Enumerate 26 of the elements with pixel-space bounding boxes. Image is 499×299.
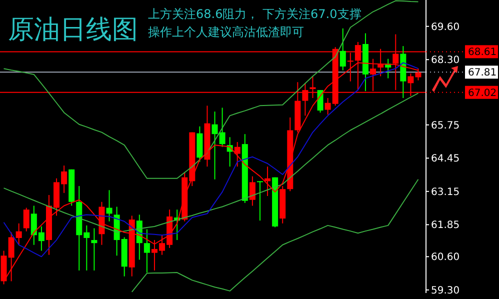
y-tick-label: 60.60 bbox=[431, 252, 460, 264]
candlestick bbox=[23, 207, 30, 232]
y-tick-label: 69.60 bbox=[431, 22, 460, 33]
ref-line-label: 68.61 bbox=[468, 47, 497, 58]
candlestick bbox=[256, 180, 263, 222]
candlestick bbox=[340, 28, 346, 71]
candlestick bbox=[16, 222, 22, 246]
ref-line-label: 67.81 bbox=[468, 68, 497, 79]
line-series bbox=[3, 0, 419, 179]
annotation: 上方关注68.6阻力， 下方关注67.0支撑 bbox=[148, 7, 362, 21]
annotation: 操作上个人建议高沽低渣即可 bbox=[148, 25, 304, 39]
y-tick-label: 63.15 bbox=[431, 186, 460, 198]
y-tick-label: 65.75 bbox=[431, 120, 460, 132]
candlestick bbox=[91, 228, 98, 271]
y-tick-label: 61.85 bbox=[431, 220, 460, 232]
candlestick bbox=[249, 176, 256, 206]
candlestick bbox=[106, 190, 112, 222]
y-tick-label: 59.30 bbox=[431, 285, 460, 296]
candlestick bbox=[144, 228, 150, 274]
candlestick bbox=[234, 142, 240, 168]
ref-line-label: 67.02 bbox=[468, 88, 497, 99]
candlestick bbox=[317, 90, 324, 114]
y-tick-label: 68.30 bbox=[431, 55, 460, 66]
text: 原油日线图 bbox=[8, 15, 138, 45]
y-tick-label: 64.45 bbox=[431, 154, 460, 165]
line-series bbox=[131, 178, 419, 292]
